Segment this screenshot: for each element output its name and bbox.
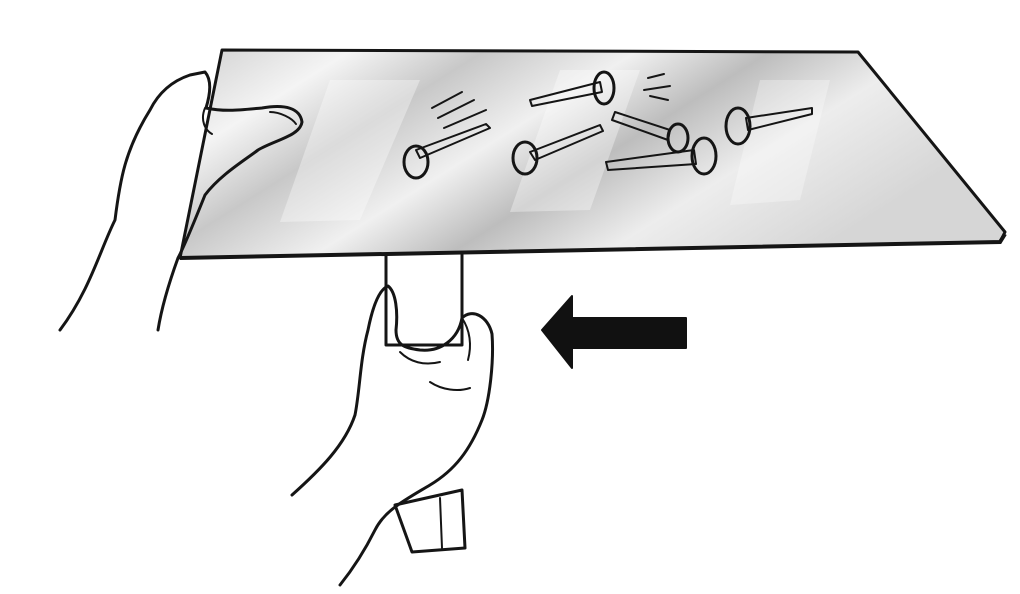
nail xyxy=(529,70,616,107)
magnet-bar[interactable] xyxy=(384,250,467,554)
metal-sheet xyxy=(178,48,1007,260)
nail xyxy=(724,106,813,146)
nail xyxy=(511,124,604,176)
left-hand xyxy=(58,70,304,332)
nails xyxy=(402,70,813,180)
nail xyxy=(605,136,718,176)
nail xyxy=(402,123,491,180)
arrow-left-icon xyxy=(541,295,687,369)
right-hand[interactable] xyxy=(290,284,494,587)
